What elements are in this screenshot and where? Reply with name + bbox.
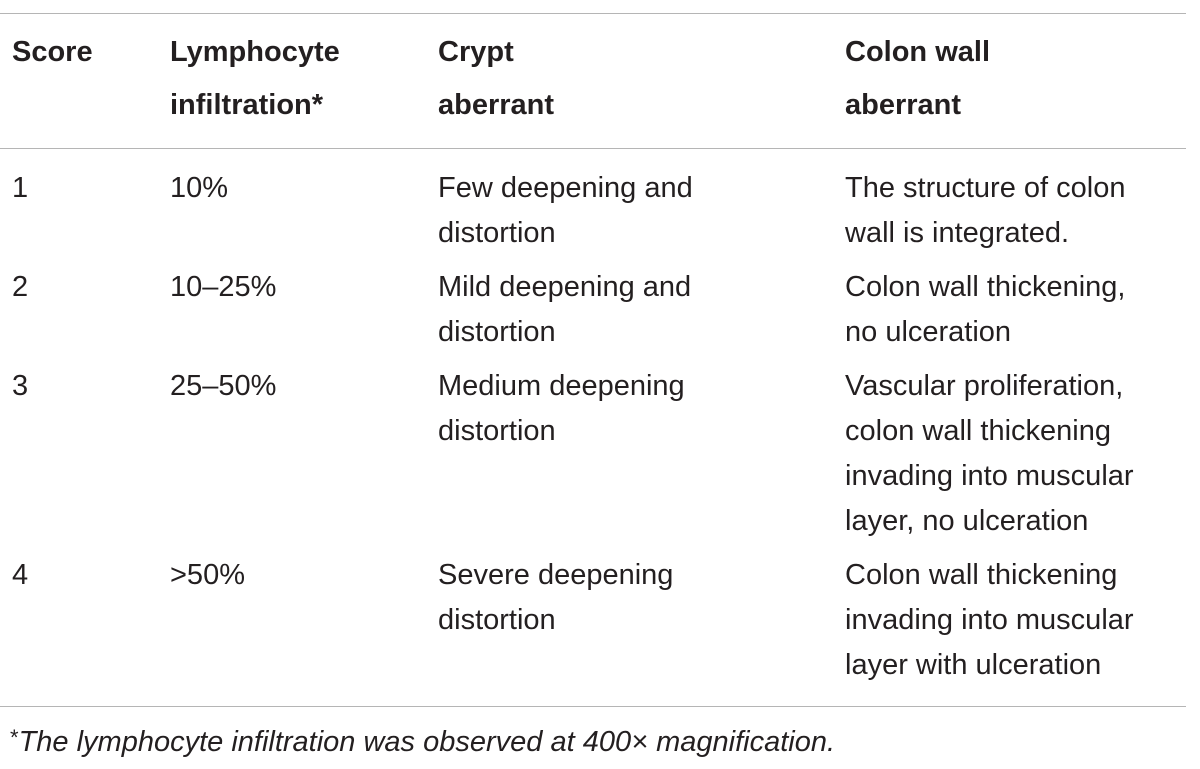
header-colon-wall-aberrant: Colon wall aberrant [845,26,990,132]
row-4-colon-wall-line-1: Colon wall thickening [845,559,1118,591]
row-3-crypt: Medium deepening distortion [438,364,685,454]
row-1-score: 1 [12,172,29,204]
header-score: Score [12,26,93,79]
row-2-crypt: Mild deepening and distortion [438,265,691,355]
row-3-crypt-line-2: distortion [438,415,556,447]
row-1-colon-wall: The structure of colon wall is integrate… [845,166,1125,256]
row-1-crypt: Few deepening and distortion [438,166,693,256]
header-score-line-1: Score [12,36,93,68]
row-4-crypt-line-2: distortion [438,604,556,636]
row-2-crypt-line-1: Mild deepening and [438,271,692,303]
header-bottom-rule [0,148,1186,149]
row-3-colon-wall-line-1: Vascular proliferation, [845,370,1124,402]
row-2-crypt-line-2: distortion [438,316,556,348]
row-4-colon-wall: Colon wall thickening invading into musc… [845,553,1134,688]
row-1-crypt-line-2: distortion [438,217,556,249]
header-colon-wall-line-2: aberrant [845,89,962,121]
row-2-colon-wall-line-1: Colon wall thickening, [845,271,1126,303]
table-footnote: *The lymphocyte infiltration was observe… [10,716,835,764]
row-4-colon-wall-line-2: invading into muscular [845,604,1134,636]
header-lymphocyte-line-2: infiltration* [170,89,324,121]
header-colon-wall-line-1: Colon wall [845,36,990,68]
row-3-score: 3 [12,370,29,402]
row-4-colon-wall-line-3: layer with ulceration [845,649,1102,681]
row-3-colon-wall-line-2: colon wall thickening [845,415,1111,447]
row-2-colon-wall-line-2: no ulceration [845,316,1012,348]
row-3-colon-wall: Vascular proliferation, colon wall thick… [845,364,1134,544]
row-1-lymphocyte: 10% [170,172,229,204]
row-4-lymphocyte: >50% [170,559,245,591]
header-crypt-line-2: aberrant [438,89,555,121]
footnote-marker: * [10,725,19,750]
row-1-colon-wall-line-2: wall is integrated. [845,217,1070,249]
table-top-rule [0,13,1186,14]
row-2-score: 2 [12,271,29,303]
header-crypt-line-1: Crypt [438,36,514,68]
row-3-crypt-line-1: Medium deepening [438,370,685,402]
row-2-colon-wall: Colon wall thickening, no ulceration [845,265,1125,355]
row-4-score: 4 [12,559,29,591]
header-lymphocyte-line-1: Lymphocyte [170,36,340,68]
header-crypt-aberrant: Crypt aberrant [438,26,554,132]
footnote-text: The lymphocyte infiltration was observed… [18,726,836,758]
row-4-crypt: Severe deepening distortion [438,553,673,643]
row-1-crypt-line-1: Few deepening and [438,172,693,204]
header-lymphocyte-infiltration: Lymphocyte infiltration* [170,26,340,132]
row-3-lymphocyte: 25–50% [170,370,277,402]
row-3-colon-wall-line-4: layer, no ulceration [845,505,1089,537]
table-bottom-rule [0,706,1186,707]
row-2-lymphocyte: 10–25% [170,271,277,303]
row-4-crypt-line-1: Severe deepening [438,559,674,591]
row-3-colon-wall-line-3: invading into muscular [845,460,1134,492]
row-1-colon-wall-line-1: The structure of colon [845,172,1126,204]
